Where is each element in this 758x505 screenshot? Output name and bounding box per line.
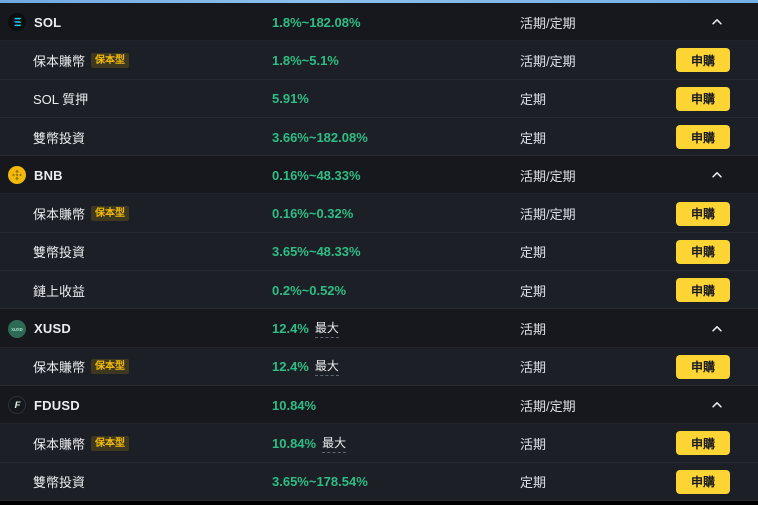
coin-section-header-bnb[interactable]: BNB 0.16%~48.33% 活期/定期 bbox=[0, 156, 758, 195]
subscribe-button[interactable]: 申購 bbox=[676, 239, 730, 264]
duration-label: 定期 bbox=[520, 283, 547, 299]
duration-label: 定期 bbox=[520, 475, 547, 491]
product-name: 保本賺幣 bbox=[33, 207, 86, 223]
apr-range: 12.4% bbox=[272, 359, 309, 375]
sol-coin-icon bbox=[8, 13, 26, 32]
coin-section-header-sol[interactable]: SOL 1.8%~182.08% 活期/定期 bbox=[0, 3, 758, 42]
coin-name: SOL bbox=[34, 14, 62, 30]
apr-range: 10.84% bbox=[272, 435, 317, 451]
subscribe-button[interactable]: 申購 bbox=[676, 354, 730, 379]
duration-label: 活期 bbox=[520, 322, 547, 338]
apr-range: 1.8%~5.1% bbox=[272, 52, 339, 68]
subscribe-button[interactable]: 申購 bbox=[676, 278, 730, 303]
product-name: 保本賺幣 bbox=[33, 436, 86, 452]
product-row[interactable]: 鏈上收益 0.2%~0.52% 定期 申購 bbox=[0, 271, 758, 310]
coin-name: XUSD bbox=[34, 321, 71, 337]
earn-table: SOL 1.8%~182.08% 活期/定期 保本賺幣 保本型 1.8%~5.1… bbox=[0, 3, 758, 501]
chevron-up-icon[interactable] bbox=[710, 168, 724, 182]
chevron-up-icon[interactable] bbox=[710, 15, 724, 29]
chevron-up-icon[interactable] bbox=[710, 398, 724, 412]
duration-label: 定期 bbox=[520, 92, 547, 108]
product-row[interactable]: 保本賺幣 保本型 12.4% 最大 活期 申購 bbox=[0, 347, 758, 386]
subscribe-button[interactable]: 申購 bbox=[676, 431, 730, 456]
subscribe-button[interactable]: 申購 bbox=[676, 86, 730, 111]
product-row[interactable]: 保本賺幣 保本型 1.8%~5.1% 活期/定期 申購 bbox=[0, 41, 758, 80]
duration-label: 活期 bbox=[520, 360, 547, 376]
product-row[interactable]: 雙幣投資 3.66%~182.08% 定期 申購 bbox=[0, 117, 758, 157]
product-name: 保本賺幣 bbox=[33, 360, 86, 376]
principal-protected-badge: 保本型 bbox=[91, 52, 130, 68]
principal-protected-badge: 保本型 bbox=[91, 206, 130, 222]
apr-range: 0.2%~0.52% bbox=[272, 282, 347, 298]
apr-range: 0.16%~48.33% bbox=[272, 167, 361, 183]
apr-range: 1.8%~182.08% bbox=[272, 14, 361, 30]
product-row[interactable]: 保本賺幣 保本型 0.16%~0.32% 活期/定期 申購 bbox=[0, 194, 758, 233]
apr-range: 3.65%~178.54% bbox=[272, 474, 368, 490]
max-label: 最大 bbox=[322, 434, 347, 453]
subscribe-button[interactable]: 申購 bbox=[676, 48, 730, 73]
apr-range: 3.65%~48.33% bbox=[272, 244, 361, 260]
svg-text:F: F bbox=[15, 400, 21, 411]
top-accent-bar bbox=[0, 0, 758, 3]
chevron-up-icon[interactable] bbox=[710, 322, 724, 336]
duration-label: 活期/定期 bbox=[520, 398, 576, 414]
coin-name: FDUSD bbox=[34, 397, 80, 413]
fdusd-coin-icon: F bbox=[8, 396, 26, 415]
duration-label: 定期 bbox=[520, 130, 547, 146]
apr-range: 3.66%~182.08% bbox=[272, 129, 368, 145]
apr-range: 0.16%~0.32% bbox=[272, 206, 354, 222]
duration-label: 活期/定期 bbox=[520, 15, 576, 31]
coin-section-header-fdusd[interactable]: F FDUSD 10.84% 活期/定期 bbox=[0, 385, 758, 425]
product-row[interactable]: 雙幣投資 3.65%~178.54% 定期 申購 bbox=[0, 462, 758, 501]
svg-text:XUSD: XUSD bbox=[11, 326, 22, 331]
max-label: 最大 bbox=[314, 357, 339, 377]
product-name: 保本賺幣 bbox=[33, 53, 86, 69]
xusd-coin-icon: XUSD bbox=[8, 319, 26, 338]
apr-range: 5.91% bbox=[272, 91, 309, 107]
subscribe-button[interactable]: 申購 bbox=[676, 201, 730, 226]
principal-protected-badge: 保本型 bbox=[91, 435, 130, 451]
bnb-coin-icon bbox=[8, 166, 26, 185]
bottom-edge bbox=[0, 501, 758, 505]
product-name: 雙幣投資 bbox=[33, 475, 86, 491]
duration-label: 活期/定期 bbox=[520, 207, 576, 223]
subscribe-button[interactable]: 申購 bbox=[676, 469, 730, 494]
duration-label: 活期 bbox=[520, 436, 547, 452]
product-name: 雙幣投資 bbox=[33, 245, 86, 261]
product-row[interactable]: 雙幣投資 3.65%~48.33% 定期 申購 bbox=[0, 232, 758, 272]
product-row[interactable]: 保本賺幣 保本型 10.84% 最大 活期 申購 bbox=[0, 424, 758, 463]
coin-section-header-xusd[interactable]: XUSD XUSD 12.4% 最大 活期 bbox=[0, 309, 758, 348]
product-name: 雙幣投資 bbox=[33, 130, 86, 146]
product-name: SOL 質押 bbox=[33, 92, 89, 108]
apr-range: 12.4% bbox=[272, 321, 309, 337]
duration-label: 定期 bbox=[520, 245, 547, 261]
coin-name: BNB bbox=[34, 167, 63, 183]
duration-label: 活期/定期 bbox=[520, 168, 576, 184]
principal-protected-badge: 保本型 bbox=[91, 359, 130, 375]
product-row[interactable]: SOL 質押 5.91% 定期 申購 bbox=[0, 79, 758, 118]
product-name: 鏈上收益 bbox=[33, 283, 86, 299]
subscribe-button[interactable]: 申購 bbox=[676, 125, 730, 150]
apr-range: 10.84% bbox=[272, 397, 317, 413]
duration-label: 活期/定期 bbox=[520, 53, 576, 69]
max-label: 最大 bbox=[314, 319, 339, 339]
